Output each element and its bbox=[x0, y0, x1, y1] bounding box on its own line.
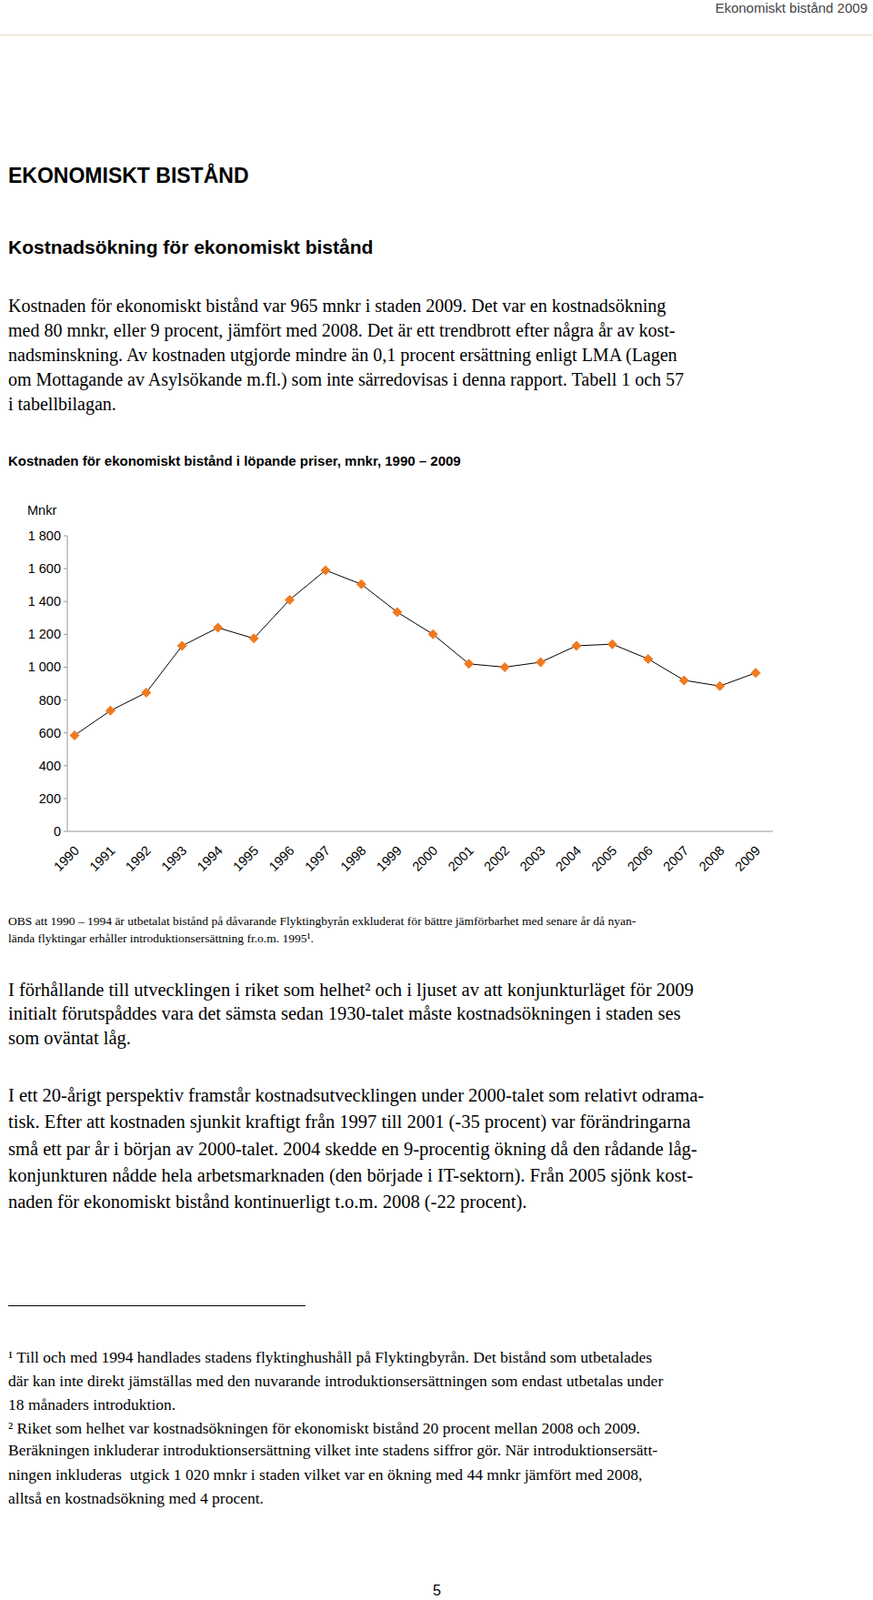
text-line: små ett par år i början av 2000-talet. 2… bbox=[8, 1137, 698, 1161]
text-line: I ett 20-årigt perspektiv framstår kostn… bbox=[8, 1083, 704, 1107]
y-tick bbox=[63, 732, 68, 733]
y-tick bbox=[63, 568, 68, 570]
data-point bbox=[571, 640, 582, 651]
x-tick-label: 2009 bbox=[732, 842, 763, 874]
y-tick-label: 200 bbox=[39, 791, 61, 806]
text-line: i tabellbilagan. bbox=[8, 392, 117, 415]
y-tick-label: 1 600 bbox=[28, 561, 61, 576]
y-tick bbox=[63, 831, 68, 833]
x-tick-label: 1995 bbox=[230, 842, 261, 874]
y-tick-label: 800 bbox=[39, 692, 61, 708]
x-tick-label: 2002 bbox=[481, 842, 512, 874]
text-line: Kostnaden för ekonomiskt bistånd var 965… bbox=[8, 294, 666, 317]
data-point bbox=[751, 667, 762, 678]
text-line: ¹ Till och med 1994 handlades stadens fl… bbox=[8, 1347, 653, 1367]
section-title: EKONOMISKT BISTÅND bbox=[8, 162, 250, 189]
data-point bbox=[284, 594, 295, 605]
x-tick-label: 1992 bbox=[122, 842, 154, 874]
text-line: om Mottagande av Asylsökande m.fl.) som … bbox=[8, 368, 684, 391]
x-tick-label: 1991 bbox=[86, 842, 118, 874]
y-tick bbox=[63, 633, 68, 635]
y-tick-label: 1 000 bbox=[28, 659, 61, 674]
y-tick-label: 0 bbox=[53, 823, 61, 839]
text-line: I förhållande till utvecklingen i riket … bbox=[8, 978, 694, 1002]
data-point bbox=[70, 730, 81, 741]
data-point bbox=[177, 640, 188, 651]
x-tick-label: 2003 bbox=[516, 842, 548, 874]
data-point bbox=[105, 705, 116, 716]
data-point bbox=[535, 657, 546, 668]
data-point bbox=[642, 653, 653, 664]
y-tick-label: 600 bbox=[39, 725, 61, 741]
footnote-rule bbox=[8, 1304, 306, 1306]
text-line: konjunkturen nådde hela arbetsmarknaden … bbox=[8, 1164, 693, 1187]
y-tick bbox=[63, 601, 68, 603]
chart: Mnkr 0 200 400 600 800 1 000 1 200 1 400 1 600 1 8… bbox=[0, 436, 873, 910]
text-line: nadsminskning. Av kostnaden utgjorde min… bbox=[8, 343, 678, 366]
text-line: tisk. Efter att kostnaden sjunkit krafti… bbox=[8, 1110, 691, 1134]
y-tick bbox=[63, 764, 68, 766]
data-point bbox=[356, 579, 367, 590]
data-point bbox=[463, 658, 474, 669]
x-tick-label: 2000 bbox=[409, 842, 441, 874]
data-point bbox=[607, 639, 618, 650]
text-line: ² Riket som helhet var kostnadsökningen … bbox=[8, 1418, 641, 1438]
y-tick-label: 1 200 bbox=[28, 626, 61, 642]
x-axis-line bbox=[67, 831, 773, 833]
y-tick-label: 400 bbox=[39, 758, 61, 773]
data-point bbox=[212, 622, 223, 633]
x-tick-label: 1998 bbox=[337, 842, 369, 874]
x-tick-label: 2004 bbox=[552, 842, 584, 874]
text-line: med 80 mnkr, eller 9 procent, jämfört me… bbox=[8, 319, 675, 342]
text-line: Beräkningen inkluderar introduktionsersä… bbox=[8, 1440, 658, 1460]
x-tick-label: 1994 bbox=[194, 842, 226, 874]
data-point bbox=[428, 629, 439, 640]
data-point bbox=[249, 632, 260, 643]
header-rule bbox=[0, 34, 873, 36]
x-tick-label: 2001 bbox=[445, 842, 477, 874]
text-line: lända flyktingar erhåller introduktionse… bbox=[8, 931, 314, 946]
x-tick-label: 2005 bbox=[588, 842, 620, 874]
text-line: initialt förutspåddes vara det sämsta se… bbox=[8, 1002, 682, 1025]
section-subtitle: Kostnadsökning för ekonomiskt bistånd bbox=[8, 235, 373, 259]
page-header: Ekonomiskt bistånd 2009 bbox=[714, 0, 868, 17]
y-tick-label: 1 400 bbox=[28, 593, 61, 609]
x-tick-label: 2008 bbox=[696, 842, 728, 874]
data-point bbox=[500, 662, 511, 673]
text-line: OBS att 1990 – 1994 är utbetalat bistånd… bbox=[8, 913, 636, 929]
data-point bbox=[391, 606, 402, 617]
text-line: naden för ekonomiskt bistånd kontinuerli… bbox=[8, 1190, 527, 1214]
data-point bbox=[140, 687, 151, 698]
plot-area bbox=[70, 564, 762, 740]
y-tick bbox=[63, 699, 68, 701]
y-tick bbox=[63, 666, 68, 668]
page-number: 5 bbox=[432, 1581, 442, 1599]
x-tick-label: 2006 bbox=[624, 842, 656, 874]
data-line bbox=[74, 570, 756, 735]
text-line: 18 månaders introduktion. bbox=[8, 1394, 176, 1415]
chart-title: Kostnaden för ekonomiskt bistånd i löpan… bbox=[8, 452, 462, 470]
x-tick-label: 1999 bbox=[373, 842, 405, 874]
y-axis-line bbox=[67, 535, 69, 832]
data-point bbox=[714, 681, 725, 692]
x-tick-label: 1997 bbox=[301, 842, 333, 874]
y-tick-label: 1 800 bbox=[28, 528, 61, 543]
text-line: alltså en kostnadsökning med 4 procent. bbox=[8, 1488, 264, 1508]
x-tick-label: 2007 bbox=[660, 842, 692, 874]
x-tick-label: 1990 bbox=[50, 842, 82, 874]
x-tick-label: 1993 bbox=[158, 842, 190, 874]
text-line: ningen inkluderas utgick 1 020 mnkr i st… bbox=[8, 1465, 643, 1485]
x-tick-label: 1996 bbox=[266, 842, 298, 874]
data-point bbox=[679, 674, 690, 685]
data-point bbox=[320, 564, 331, 575]
text-line: som oväntat låg. bbox=[8, 1026, 131, 1050]
y-axis-label: Mnkr bbox=[27, 502, 57, 518]
y-tick bbox=[63, 797, 68, 799]
text-line: där kan inte direkt jämställas med den n… bbox=[8, 1371, 663, 1391]
y-tick bbox=[63, 535, 68, 537]
